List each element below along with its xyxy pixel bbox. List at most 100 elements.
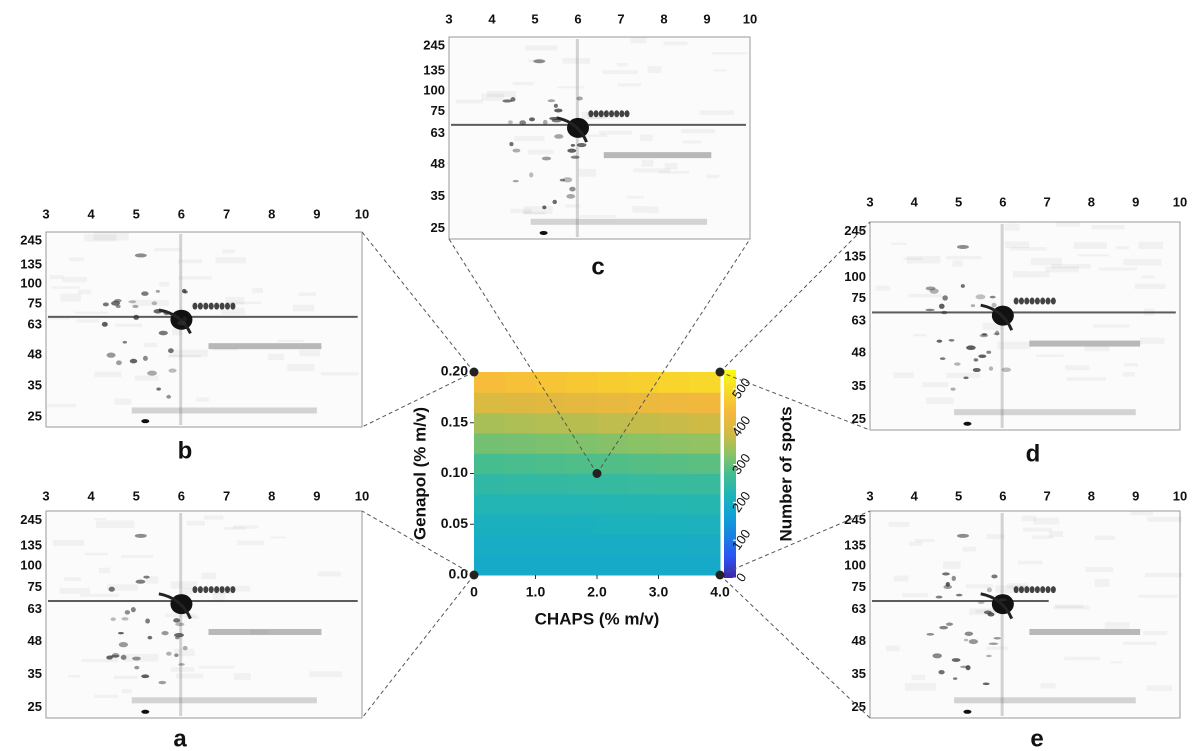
gel-smear <box>903 257 923 260</box>
gel-spot <box>567 148 577 153</box>
gel-smear <box>177 259 203 264</box>
mw-tick-label: 25 <box>28 699 42 714</box>
heatmap-cell <box>627 372 659 393</box>
ph-tick-label: 7 <box>1044 194 1051 209</box>
gel-band <box>451 123 746 126</box>
heatmap-cell <box>535 514 567 535</box>
ph-tick-label: 6 <box>999 488 1006 503</box>
gel-smear <box>706 174 720 179</box>
ph-tick-label: 6 <box>178 206 185 221</box>
gel-band <box>954 409 1136 416</box>
gel-smear <box>1138 594 1178 598</box>
gel-smear <box>1104 622 1130 629</box>
gel-smear <box>1017 560 1043 565</box>
gel-smear <box>512 81 534 86</box>
gel-smear <box>641 159 654 167</box>
gel-smear <box>121 689 133 694</box>
ph-tick-label: 7 <box>223 206 230 221</box>
gel-spot <box>173 618 181 623</box>
gel-smear <box>1040 682 1056 689</box>
gel-spot <box>158 330 168 336</box>
gel-smear <box>201 572 217 580</box>
heatmap-cell <box>504 554 536 576</box>
heatmap-cell <box>627 534 659 556</box>
gel-smear <box>1123 641 1157 645</box>
gel-smear <box>225 297 245 305</box>
gel-smear <box>49 275 64 280</box>
gel-smear <box>576 134 607 137</box>
heatmap-cell <box>627 412 659 434</box>
ph-tick-label: 5 <box>955 488 962 503</box>
gel-smear <box>514 135 545 142</box>
gel-panel <box>448 36 751 240</box>
gel-spot <box>966 345 976 351</box>
gel-smear <box>962 546 977 552</box>
gel-spot <box>120 654 127 660</box>
gel-spot <box>593 110 599 118</box>
gel-smear <box>78 289 92 295</box>
gel-smear <box>1055 222 1080 227</box>
gel-smear <box>522 211 546 215</box>
gel-spot <box>1029 297 1035 305</box>
gel-spot <box>570 144 576 147</box>
gel-spot <box>998 598 1008 602</box>
gel-spot <box>134 253 147 258</box>
heatmap-cell <box>566 493 598 515</box>
mw-tick-label: 135 <box>844 537 866 552</box>
heatmap-cell <box>689 412 721 434</box>
gel-spot <box>993 637 1001 640</box>
gel-spot <box>1013 586 1019 594</box>
gel-smear <box>1094 535 1116 541</box>
gel-smear <box>113 675 138 680</box>
gel-smear <box>270 536 286 539</box>
gel-spot <box>141 674 150 679</box>
gel-smear <box>168 349 208 357</box>
gel-smear <box>617 83 641 87</box>
ph-tick-label: 4 <box>88 488 96 503</box>
gel-smear <box>1130 511 1154 516</box>
gel-smear <box>616 62 628 67</box>
gel-smear <box>599 130 633 135</box>
gel-spot <box>1013 297 1019 305</box>
gel-smear <box>1065 365 1090 371</box>
gel-spot <box>106 352 116 358</box>
gel-smear <box>237 540 264 546</box>
mw-tick-label: 245 <box>844 223 866 238</box>
x-tick-label: 4.0 <box>710 584 730 600</box>
gel-smear <box>627 195 644 199</box>
gel-spot <box>552 199 557 205</box>
gel-smear <box>94 694 118 699</box>
gel-smear <box>578 215 616 218</box>
gel-smear <box>995 585 1030 594</box>
gel-band <box>1029 340 1141 347</box>
gel-spot <box>952 677 958 680</box>
gel-smear <box>633 168 671 173</box>
gel-smear <box>185 615 199 619</box>
gel-spot <box>118 641 129 648</box>
gel-spot <box>141 419 150 424</box>
gel-smear <box>647 206 659 214</box>
gel-spot <box>214 302 220 310</box>
gel-spot <box>942 295 948 301</box>
gel-smear <box>1073 242 1108 249</box>
connector-line <box>448 238 598 474</box>
gel-smear <box>639 134 653 142</box>
gel-smear <box>80 593 120 597</box>
mw-tick-label: 100 <box>844 558 866 573</box>
gel-spot <box>197 586 203 594</box>
gel-spot <box>178 663 185 666</box>
gel-smear <box>1140 337 1165 344</box>
ph-tick-label: 3 <box>42 206 49 221</box>
gel-spot <box>143 575 150 579</box>
gel-spot <box>991 574 998 579</box>
gel-smear <box>1093 324 1130 328</box>
gel-spot <box>175 636 180 640</box>
gel-spot <box>110 654 120 658</box>
gel-smear <box>98 567 110 574</box>
gel-smear <box>565 204 581 208</box>
gel-smear <box>62 277 88 283</box>
gel-smear <box>1055 604 1084 609</box>
gel-smear <box>1123 258 1162 266</box>
gel-smear <box>131 299 169 306</box>
gel-spot <box>1034 586 1040 594</box>
